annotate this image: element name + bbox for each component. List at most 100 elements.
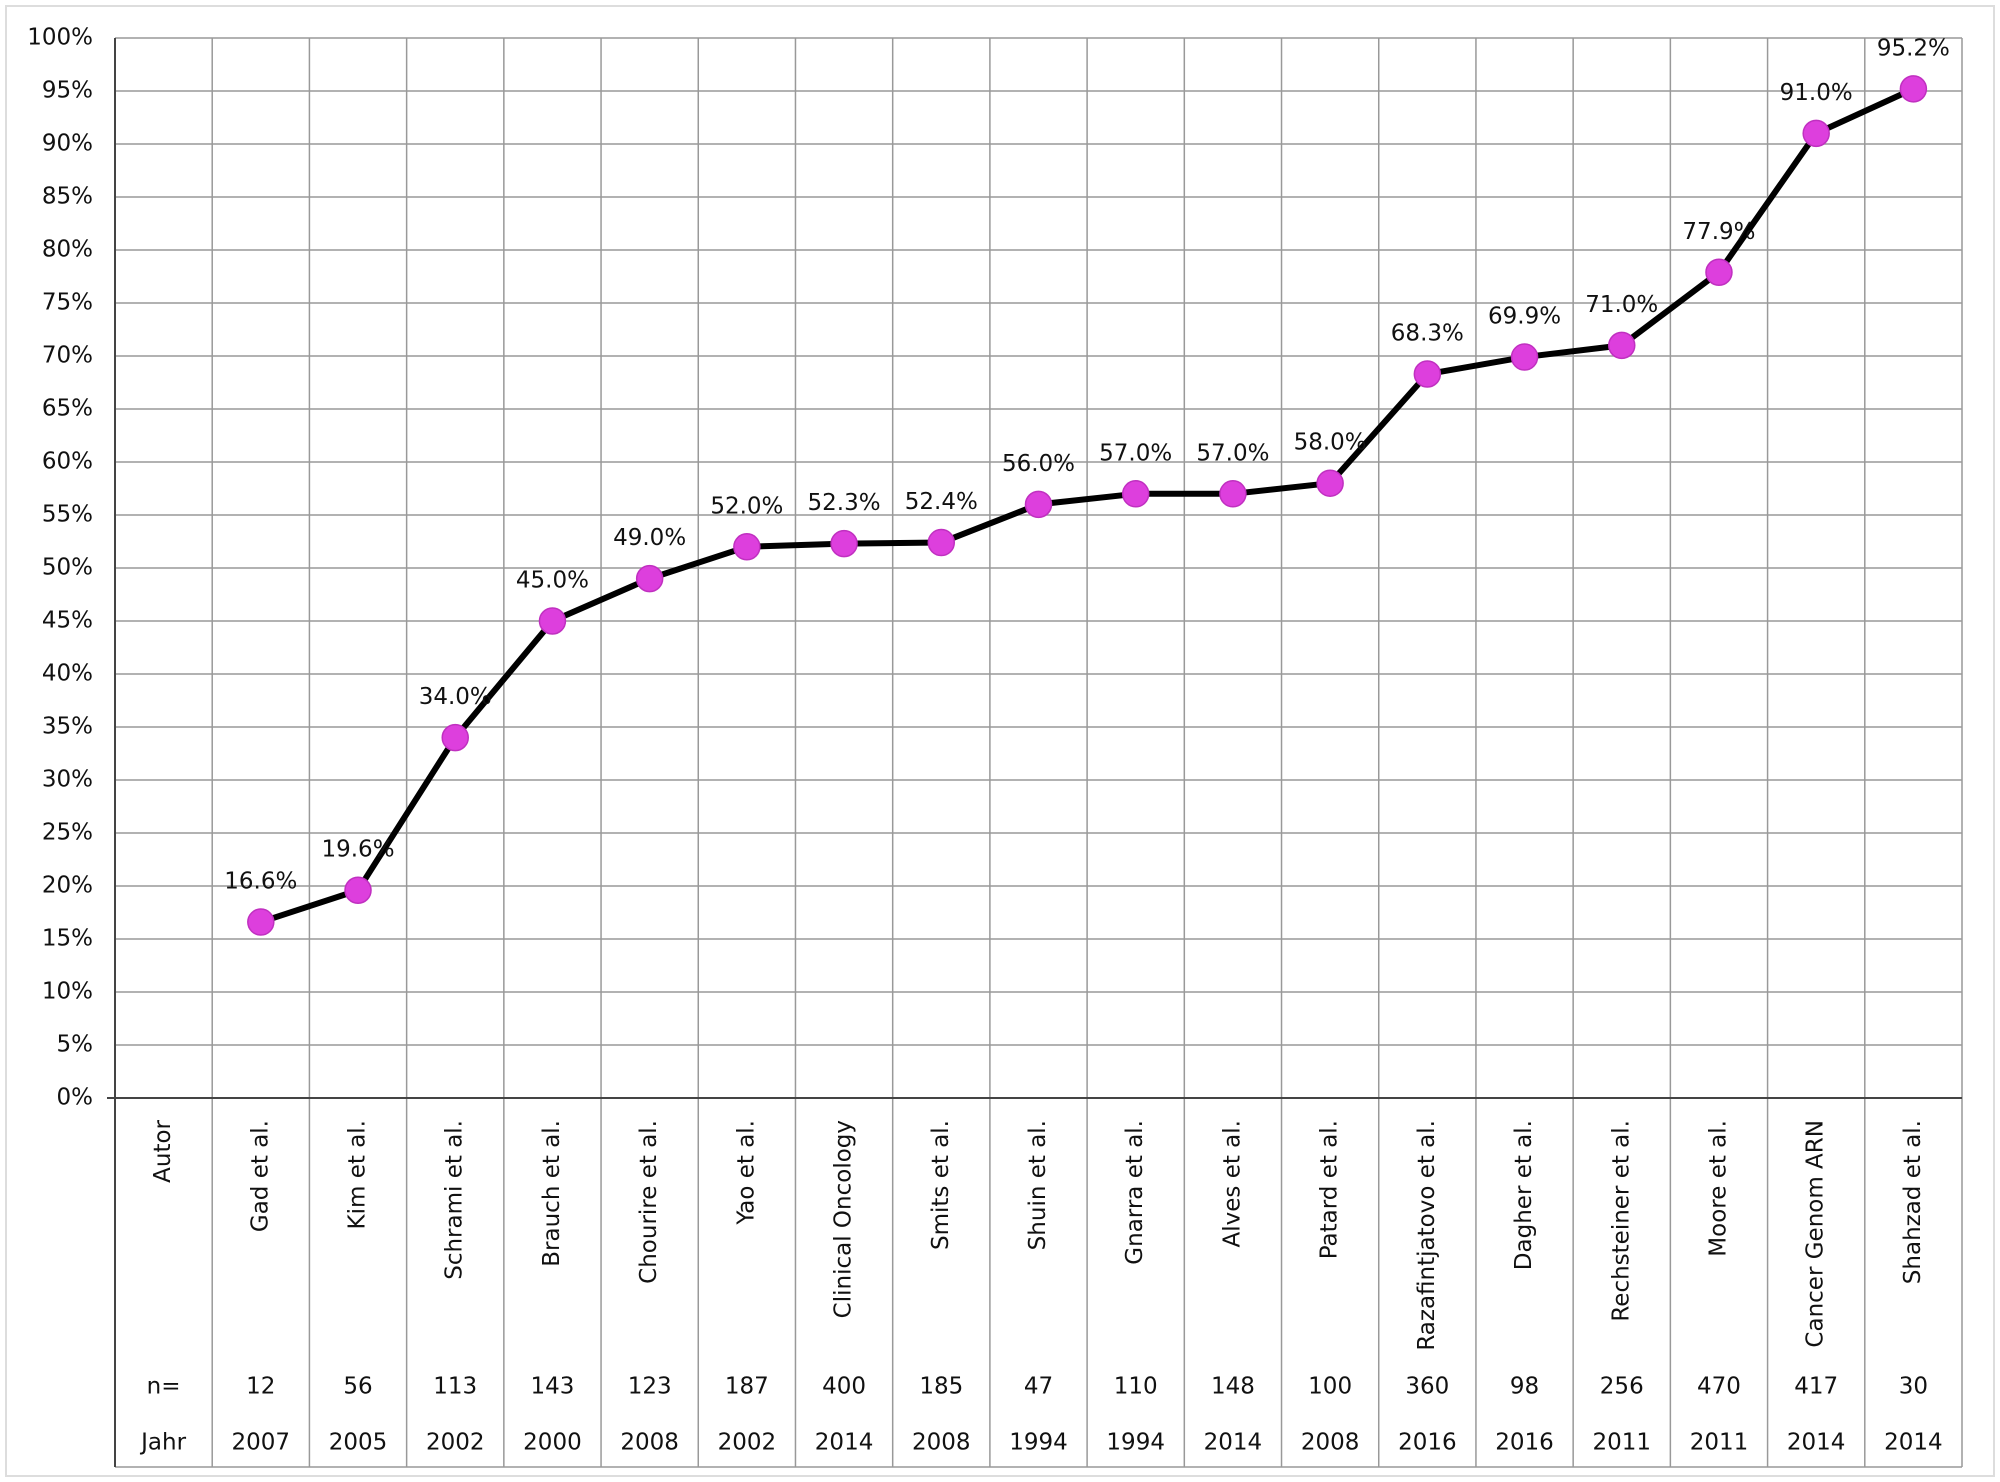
author-label: Gnarra et al. [1122,1120,1148,1265]
year-label: 2008 [912,1430,971,1456]
data-label: 49.0% [613,525,686,551]
n-label: 360 [1405,1374,1449,1400]
author-label: Shahzad et al. [1900,1120,1926,1284]
year-label: 2002 [718,1430,777,1456]
data-point [1121,480,1150,508]
y-tick-label: 40% [42,661,93,687]
data-label: 19.6% [321,837,394,863]
data-point [247,908,275,936]
y-tick-label: 80% [42,237,93,263]
n-label: 256 [1600,1374,1644,1400]
row-label: Autor [150,1119,176,1182]
year-label: 2000 [523,1430,582,1456]
y-tick-label: 50% [42,555,93,581]
data-point [733,533,761,561]
n-label: 47 [1024,1374,1053,1400]
y-tick-label: 90% [42,131,93,157]
data-label: 77.9% [1682,219,1755,245]
n-label: 113 [433,1374,477,1400]
data-point [1219,480,1247,508]
n-label: 148 [1211,1374,1255,1400]
data-label: 68.3% [1391,321,1464,347]
n-label: 143 [530,1374,574,1400]
n-label: 100 [1308,1374,1352,1400]
data-label: 58.0% [1294,430,1367,456]
y-tick-label: 65% [42,396,93,422]
data-label: 95.2% [1877,35,1950,61]
data-point [344,876,372,904]
n-label: 12 [246,1374,275,1400]
n-label: 417 [1794,1374,1838,1400]
year-label: 1994 [1106,1430,1165,1456]
author-label: Smits et al. [928,1120,954,1250]
data-label: 52.3% [808,490,881,516]
author-label: Razafintjatovo et al. [1414,1120,1440,1351]
y-tick-label: 10% [42,979,93,1005]
data-point [830,529,858,558]
row-label: n= [147,1374,181,1400]
year-label: 2005 [329,1430,388,1456]
data-label: 91.0% [1780,80,1853,106]
year-label: 1994 [1009,1430,1068,1456]
author-label: Rechsteiner et al. [1608,1120,1634,1322]
data-label: 57.0% [1196,440,1269,466]
data-point [441,723,469,752]
data-label: 16.6% [224,869,297,895]
data-point [1510,343,1539,371]
y-tick-label: 35% [42,714,93,740]
y-tick-label: 70% [42,343,93,369]
author-label: Moore et al. [1705,1120,1731,1257]
data-point [635,564,664,593]
y-tick-label: 20% [42,873,93,899]
author-label: Gad et al. [247,1120,273,1232]
author-label: Schrami et al. [442,1120,468,1280]
y-tick-label: 0% [57,1085,94,1111]
data-label: 71.0% [1585,292,1658,318]
data-label: 52.0% [710,493,783,519]
year-label: 2014 [1204,1430,1263,1456]
data-point [1608,331,1636,360]
y-tick-label: 85% [42,184,93,210]
year-label: 2014 [1787,1430,1846,1456]
data-point [1802,119,1830,148]
y-tick-label: 30% [42,767,93,793]
year-label: 2007 [232,1430,291,1456]
year-label: 2011 [1592,1430,1651,1456]
author-label: Clinical Oncology [831,1120,857,1318]
y-tick-label: 95% [42,78,93,104]
y-tick-label: 75% [42,290,93,316]
data-point [927,528,956,557]
data-point [1413,360,1442,388]
year-label: 2014 [1884,1430,1943,1456]
year-label: 2008 [620,1430,679,1456]
author-label: Kim et al. [345,1120,371,1229]
data-point [538,607,567,635]
data-label: 56.0% [1002,451,1075,477]
author-label: Dagher et al. [1511,1120,1537,1270]
author-label: Cancer Genom ARN [1803,1120,1829,1348]
n-label: 187 [725,1374,769,1400]
year-label: 2002 [426,1430,485,1456]
data-label: 57.0% [1099,440,1172,466]
frame [5,5,1995,1477]
y-tick-label: 55% [42,502,93,528]
data-label: 69.9% [1488,304,1561,330]
year-label: 2011 [1690,1430,1749,1456]
year-label: 2016 [1495,1430,1554,1456]
series-line [259,86,1915,925]
n-label: 98 [1510,1374,1539,1400]
author-label: Alves et al. [1219,1120,1245,1247]
data-point [1899,75,1928,103]
year-label: 2014 [815,1430,874,1456]
year-label: 2008 [1301,1430,1360,1456]
data-point [1024,490,1053,519]
data-label: 34.0% [419,684,492,710]
y-tick-label: 100% [27,25,93,51]
author-label: Shuin et al. [1025,1120,1051,1250]
y-tick-label: 60% [42,449,93,475]
data-point [1316,469,1344,497]
author-label: Chourire et al. [636,1120,662,1284]
y-tick-label: 25% [42,820,93,846]
